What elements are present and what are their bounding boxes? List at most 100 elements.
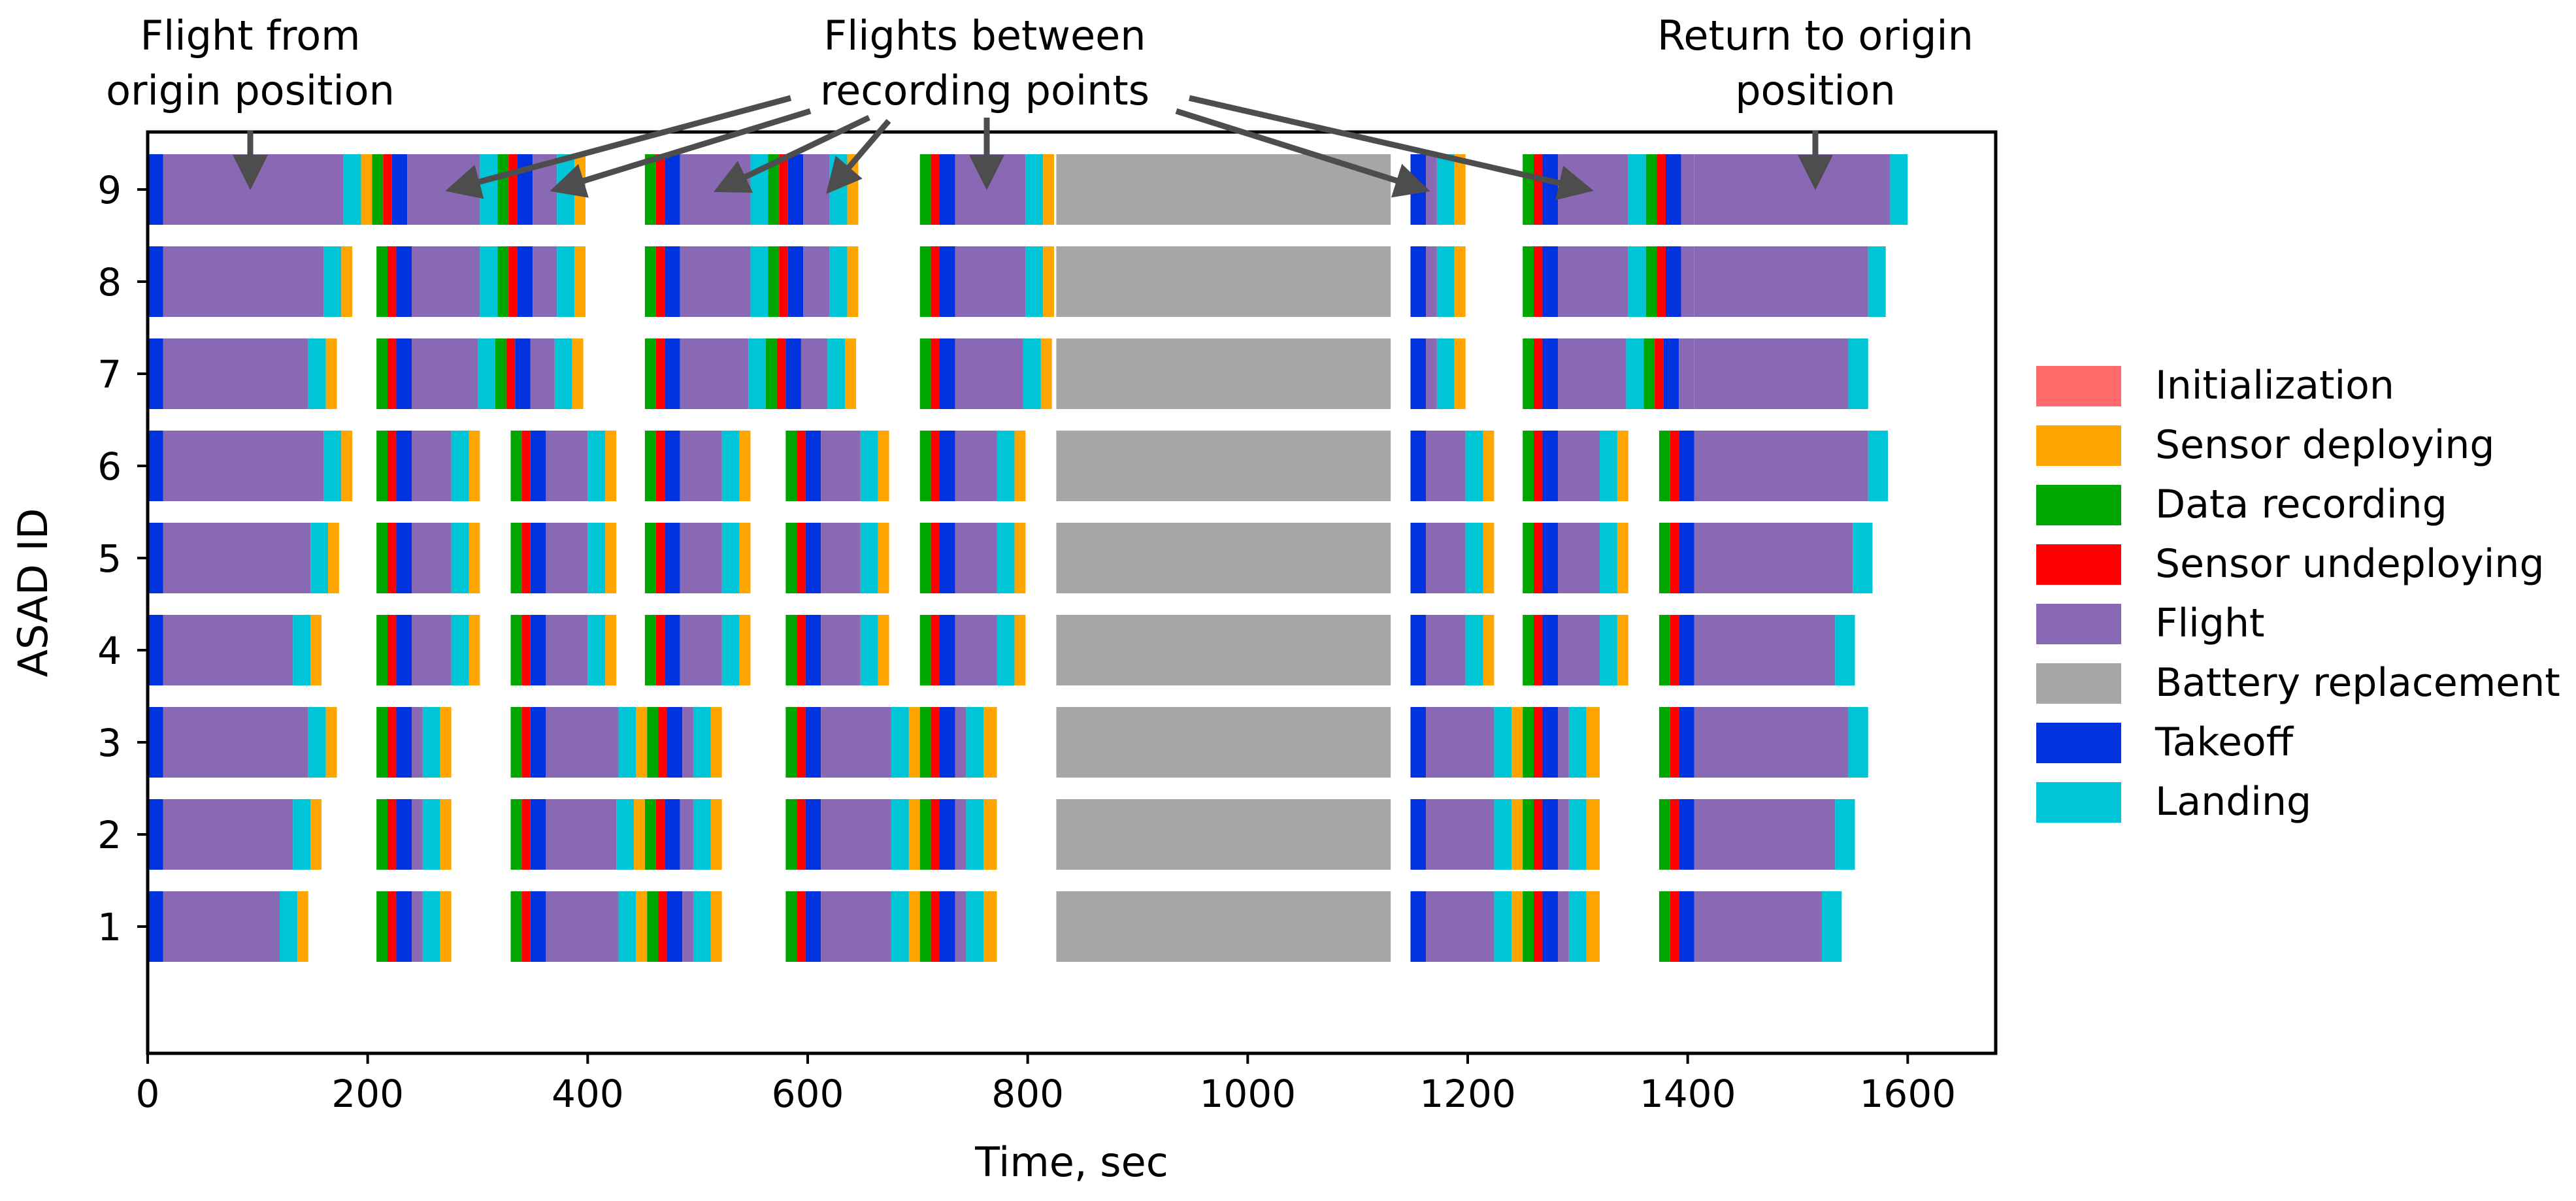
bar-segment-takeoff	[940, 338, 955, 409]
bar-segment-deploy	[1511, 707, 1523, 778]
bar-segment-flight	[546, 707, 619, 778]
bar-segment-landing	[1494, 799, 1512, 870]
bar-segment-undeploy	[1670, 615, 1679, 685]
row-asad-6	[148, 431, 1889, 501]
bar-segment-flight	[1558, 707, 1569, 778]
bar-segment-deploy	[325, 707, 337, 778]
bar-segment-landing	[827, 338, 846, 409]
bar-segment-deploy	[739, 431, 751, 501]
bar-segment-takeoff	[530, 615, 546, 685]
bar-segment-record	[785, 523, 797, 593]
bar-segment-landing	[1628, 154, 1646, 225]
bar-segment-flight	[955, 799, 966, 870]
bar-segment-undeploy	[797, 431, 806, 501]
bar-segment-undeploy	[521, 431, 531, 501]
bar-segment-landing	[1568, 891, 1587, 962]
bar-segment-takeoff	[1679, 431, 1694, 501]
annotation-origin-text: Flight from	[140, 12, 360, 59]
bar-segment-flight	[1694, 431, 1868, 501]
y-axis-label: ASAD ID	[9, 508, 57, 678]
bar-segment-undeploy	[655, 431, 665, 501]
bar-segment-battery	[1056, 523, 1391, 593]
bar-segment-undeploy	[1534, 338, 1543, 409]
bar-segment-takeoff	[1410, 431, 1427, 501]
bar-segment-record	[376, 246, 388, 317]
bar-segment-record	[376, 431, 388, 501]
bar-segment-undeploy	[658, 707, 667, 778]
bar-segment-undeploy	[387, 799, 397, 870]
bar-segment-undeploy	[797, 799, 806, 870]
legend-swatch-landing	[2036, 782, 2121, 823]
row-asad-3	[148, 707, 1868, 778]
bar-segment-flight	[1694, 523, 1853, 593]
bar-segment-record	[1659, 615, 1670, 685]
bar-segment-deploy	[310, 799, 322, 870]
bar-segment-battery	[1056, 246, 1391, 317]
bar-segment-undeploy	[1670, 431, 1679, 501]
row-asad-1	[148, 891, 1842, 962]
bar-segment-takeoff	[530, 431, 546, 501]
bar-segment-takeoff	[1410, 707, 1427, 778]
bar-segment-undeploy	[1534, 891, 1543, 962]
bar-segment-undeploy	[521, 523, 531, 593]
bar-segment-landing	[1465, 615, 1483, 685]
bar-segment-takeoff	[148, 615, 163, 685]
bar-segment-takeoff	[940, 799, 955, 870]
bar-segment-landing	[1835, 799, 1855, 870]
bar-segment-undeploy	[387, 523, 397, 593]
bar-segment-landing	[422, 707, 440, 778]
bar-segment-landing	[1600, 431, 1617, 501]
bar-segment-landing	[451, 431, 469, 501]
bar-segment-landing	[829, 246, 848, 317]
bar-segment-record	[1659, 891, 1670, 962]
bar-segment-undeploy	[655, 523, 665, 593]
bar-segment-record	[785, 431, 797, 501]
bar-segment-record	[1659, 799, 1670, 870]
y-tick-label: 2	[97, 813, 122, 857]
bar-segment-deploy	[878, 615, 889, 685]
bar-segment-landing	[721, 431, 740, 501]
bar-segment-landing	[308, 707, 326, 778]
bar-segment-takeoff	[1542, 523, 1559, 593]
bar-segment-record	[1523, 338, 1534, 409]
bar-segment-flight	[1558, 799, 1569, 870]
bar-segment-flight	[163, 338, 308, 409]
bar-segment-landing	[618, 891, 636, 962]
bar-segment-flight	[1558, 246, 1628, 317]
bar-segment-landing	[966, 799, 984, 870]
bar-segment-landing	[860, 431, 878, 501]
bar-segment-landing	[693, 891, 711, 962]
bar-segment-undeploy	[776, 338, 786, 409]
bar-segment-record	[919, 799, 931, 870]
bar-segment-flight	[1694, 154, 1891, 225]
bar-segment-takeoff	[1410, 523, 1427, 593]
bar-segment-deploy	[469, 615, 480, 685]
bar-segment-deploy	[1617, 431, 1628, 501]
bar-segment-flight	[546, 431, 588, 501]
bar-segment-takeoff	[805, 431, 821, 501]
bar-segment-landing	[1848, 338, 1868, 409]
bar-segment-flight	[1694, 799, 1836, 870]
bar-segment-flight	[163, 431, 324, 501]
bar-segment-record	[644, 338, 656, 409]
bar-segment-deploy	[636, 891, 648, 962]
annotation-return-text: Return to origin	[1657, 12, 1973, 59]
bar-segment-takeoff	[396, 246, 412, 317]
bar-segment-deploy	[845, 338, 857, 409]
y-tick-label: 1	[97, 905, 122, 949]
annotation-origin-text: origin position	[106, 67, 395, 114]
bar-segment-record	[510, 891, 522, 962]
bar-segment-deploy	[1454, 246, 1466, 317]
bar-segment-flight	[1558, 338, 1627, 409]
bar-segment-takeoff	[1542, 154, 1559, 225]
bar-segment-deploy	[983, 799, 997, 870]
bar-segment-deploy	[1454, 338, 1466, 409]
bar-segment-flight	[1426, 799, 1494, 870]
bar-segment-flight	[955, 707, 966, 778]
bar-segment-battery	[1056, 799, 1391, 870]
bar-segment-flight	[1426, 707, 1494, 778]
bar-segment-deploy	[325, 338, 337, 409]
bar-segment-record	[376, 891, 388, 962]
bar-segment-undeploy	[797, 615, 806, 685]
bar-segment-takeoff	[787, 246, 804, 317]
